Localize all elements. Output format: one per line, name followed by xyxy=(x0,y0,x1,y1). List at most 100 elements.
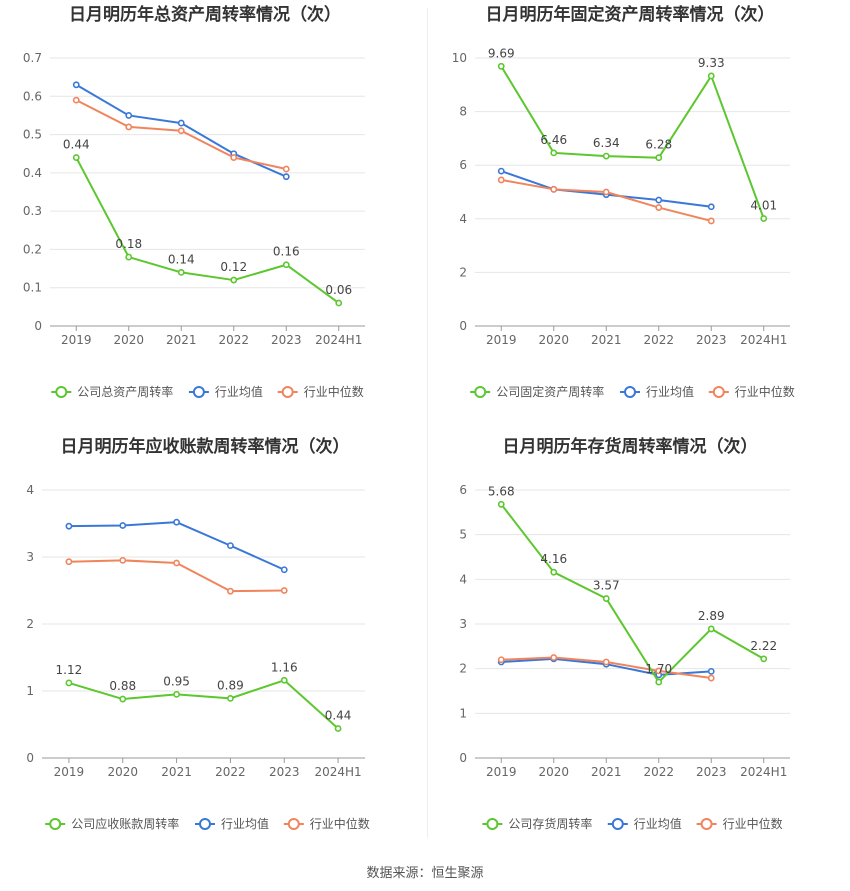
x-tick-label: 2019 xyxy=(486,333,517,347)
legend-marker xyxy=(192,386,205,398)
legend-marker xyxy=(611,818,624,830)
legend-label: 行业中位数 xyxy=(304,384,364,399)
data-point-company xyxy=(282,261,290,269)
chart-panel-total-assets: 日月明历年总资产周转率情况（次） 0 0.1 0.2 0.3 0.4 0.5 0.6 0.7 20… xyxy=(0,0,425,430)
y-tick-label: 0.2 xyxy=(23,242,42,256)
legend-item-company: 公司固定资产周转率 xyxy=(470,384,604,399)
series-line-company xyxy=(500,65,765,219)
x-tick-label: 2020 xyxy=(538,333,569,347)
data-label: 9.69 xyxy=(488,46,515,60)
legend-marker xyxy=(624,386,636,398)
data-point-avg xyxy=(227,542,234,550)
legend-marker xyxy=(199,818,211,830)
legend-item-avg: 行业均值 xyxy=(188,384,263,399)
x-tick-label: 2024H1 xyxy=(315,333,362,347)
x-tick-label: 2023 xyxy=(269,765,300,779)
legend-marker xyxy=(474,386,487,398)
data-label: 0.44 xyxy=(325,709,352,723)
y-tick-label: 10 xyxy=(452,51,467,65)
data-label: 2.22 xyxy=(750,639,777,653)
data-point-median xyxy=(125,123,133,131)
data-label: 0.95 xyxy=(163,674,190,688)
data-point-company xyxy=(707,625,715,633)
series-line-company xyxy=(500,503,765,684)
y-tick-label: 2 xyxy=(26,617,34,631)
legend-marker xyxy=(700,818,713,830)
y-tick-label: 0.1 xyxy=(23,281,42,295)
data-label: 1.70 xyxy=(645,662,672,676)
y-tick-label: 0 xyxy=(34,319,42,333)
legend-item-company: 公司总资产周转率 xyxy=(51,384,173,399)
legend-label: 公司应收账款周转率 xyxy=(71,816,179,831)
x-tick-label: 2024H1 xyxy=(740,765,787,779)
data-point-avg xyxy=(282,173,290,181)
x-tick-label: 2021 xyxy=(591,765,622,779)
data-point-median xyxy=(280,587,288,594)
data-label: 6.34 xyxy=(593,136,620,150)
y-tick-label: 1 xyxy=(459,706,467,720)
data-label: 0.06 xyxy=(325,283,352,297)
chart-svg: 日月明历年总资产周转率情况（次） 0 0.1 0.2 0.3 0.4 0.5 0.6 0.7 20… xyxy=(23,4,365,399)
series-line-median xyxy=(501,178,712,222)
legend-marker xyxy=(49,818,62,830)
data-point-median xyxy=(707,674,715,682)
data-point-avg xyxy=(280,566,288,574)
data-point-median xyxy=(602,658,610,666)
x-tick-label: 2022 xyxy=(218,333,249,347)
data-label: 2.89 xyxy=(698,609,725,623)
y-tick-label: 6 xyxy=(459,158,467,172)
legend-label: 行业均值 xyxy=(646,384,694,399)
data-point-company xyxy=(602,152,610,160)
y-tick-label: 2 xyxy=(459,265,467,279)
data-point-company xyxy=(655,154,663,162)
legend-marker xyxy=(712,386,725,398)
y-tick-label: 3 xyxy=(26,550,34,564)
data-point-company xyxy=(125,253,133,261)
data-label: 0.16 xyxy=(273,245,300,259)
data-point-company xyxy=(334,725,342,732)
chart-title: 日月明历年应收账款周转率情况（次） xyxy=(61,436,350,457)
y-tick-label: 4 xyxy=(26,483,34,497)
y-tick-label: 0.4 xyxy=(23,166,42,180)
data-point-median xyxy=(227,587,234,595)
data-point-company xyxy=(602,595,610,602)
y-tick-label: 0.7 xyxy=(23,51,42,65)
y-tick-label: 0 xyxy=(26,751,34,765)
data-point-company xyxy=(497,62,505,70)
series-line-company xyxy=(75,157,340,304)
data-point-median xyxy=(497,656,505,664)
x-tick-label: 2024H1 xyxy=(740,333,787,347)
legend-label: 行业均值 xyxy=(215,384,263,399)
legend-marker xyxy=(281,386,294,398)
data-label: 9.33 xyxy=(698,56,725,70)
data-point-company xyxy=(707,72,715,80)
data-label: 0.12 xyxy=(220,260,247,274)
data-label: 6.28 xyxy=(645,138,672,152)
legend-label: 公司存货周转率 xyxy=(508,816,592,831)
x-tick-label: 2020 xyxy=(538,765,569,779)
data-point-median xyxy=(550,654,558,661)
data-point-avg xyxy=(177,119,185,127)
chart-svg: 日月明历年应收账款周转率情况（次） 0 1 2 3 4 2019 2020 2021 2022 20… xyxy=(26,436,370,831)
series-line-company xyxy=(68,679,339,730)
data-point-avg xyxy=(497,167,505,175)
chart-title: 日月明历年固定资产周转率情况（次） xyxy=(486,4,775,25)
data-point-company xyxy=(177,268,185,276)
data-point-median xyxy=(497,176,505,184)
legend-label: 行业中位数 xyxy=(310,816,370,831)
legend-label: 行业中位数 xyxy=(723,816,783,831)
chart-svg: 日月明历年存货周转率情况（次） 0 1 2 3 4 5 6 2019 2020 2021 2022 20… xyxy=(459,436,790,831)
data-point-median xyxy=(72,96,80,104)
y-tick-label: 3 xyxy=(459,617,467,631)
data-label: 0.88 xyxy=(109,679,136,693)
y-tick-label: 0 xyxy=(459,751,467,765)
x-tick-label: 2021 xyxy=(166,333,197,347)
data-point-avg xyxy=(72,81,80,89)
x-tick-label: 2022 xyxy=(643,333,674,347)
chart-panel-inventory: 日月明历年存货周转率情况（次） 0 1 2 3 4 5 6 2019 2020 2021 2022 20… xyxy=(425,432,850,862)
y-tick-label: 1 xyxy=(26,684,34,698)
y-tick-label: 0.5 xyxy=(23,128,42,142)
legend-label: 行业均值 xyxy=(634,816,682,831)
y-tick-label: 0.3 xyxy=(23,204,42,218)
chart-title: 日月明历年总资产周转率情况（次） xyxy=(69,4,341,25)
